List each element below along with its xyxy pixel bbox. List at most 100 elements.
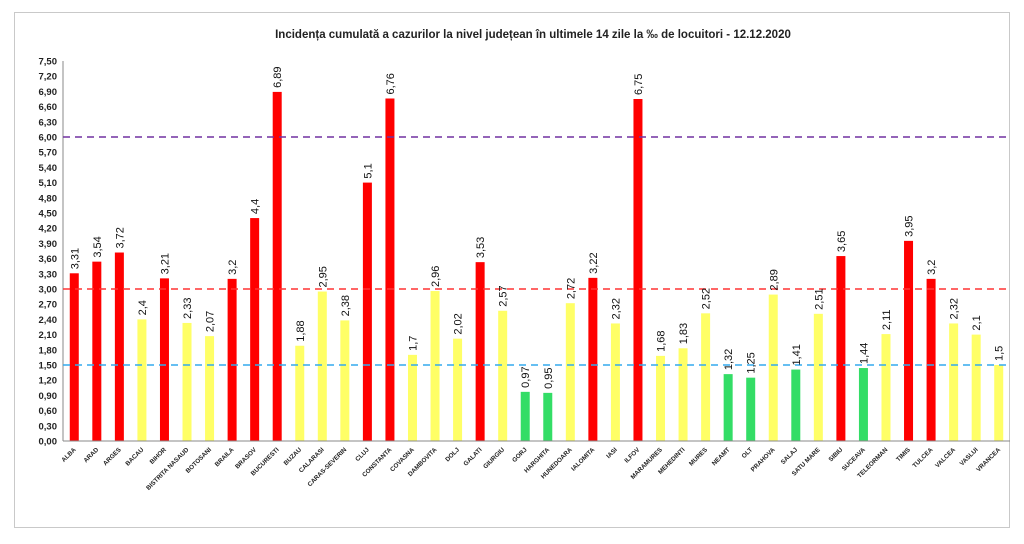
x-tick-label: PRAHOVA [750,446,777,473]
bar-cluj [362,182,372,441]
data-label: 2,51 [813,288,825,309]
bar-arges [114,252,124,441]
x-tick-label: VASLUI [959,446,980,467]
data-label: 2,11 [881,309,893,330]
data-label: 2,57 [498,285,510,306]
y-tick-label: 4,20 [39,224,58,235]
bar-braila [227,278,237,441]
bar-neamt [723,374,733,441]
bar-ilfov [633,99,643,441]
data-label: 3,72 [114,227,126,248]
bar-bucuresti [272,91,282,441]
bar-giurgiu [498,310,508,441]
x-tick-label: BRAILA [214,446,236,468]
bar-iasi [610,323,620,441]
data-label: 2,38 [340,295,352,316]
x-tick-label: VRANCEA [975,446,1002,473]
bar-valcea [949,323,959,441]
x-tick-label: DOLJ [444,446,461,463]
y-tick-label: 5,10 [39,178,58,189]
bar-mehedinti [678,348,688,441]
bar-calarasi [317,291,327,441]
bar-sibiu [836,256,846,441]
x-tick-label: TULCEA [911,446,934,469]
bar-salaj [791,369,801,441]
data-label: 4,4 [250,199,262,214]
x-tick-label: GALATI [462,446,483,467]
bar-covasna [407,354,417,441]
y-tick-label: 3,60 [39,254,58,265]
y-tick-label: 4,80 [39,193,58,204]
bar-bacau [137,319,147,441]
y-tick-label: 2,70 [39,300,58,311]
y-tick-label: 6,00 [39,133,58,144]
bar-mures [701,313,711,441]
data-label: 1,32 [723,349,735,370]
y-axis: 0,00 0,30 0,60 0,90 1,20 1,50 1,80 2,10 2,40 2,70… [39,57,64,448]
x-tick-label: CLUJ [354,446,371,463]
bar-bistrita-nasaud [182,322,192,441]
y-tick-label: 3,90 [39,239,58,250]
bar-harghita [543,392,553,441]
data-label: 5,1 [362,163,374,178]
data-label: 1,83 [678,323,690,344]
bar-prahova [768,294,778,441]
data-label: 0,97 [520,366,532,387]
bar-gorj [520,391,530,441]
data-label: 2,72 [565,278,577,299]
data-label: 2,07 [205,311,217,332]
y-tick-label: 0,00 [39,437,58,448]
bar-ialomita [588,277,598,441]
x-tick-label: ALBA [60,446,78,464]
x-tick-label: VALCEA [934,446,957,469]
data-label: 3,2 [926,260,938,275]
data-label: 6,75 [633,74,645,95]
bar-vrancea [994,365,1004,441]
data-label: 3,65 [836,231,848,252]
data-labels: 3,31 3,54 3,72 2,4 3,21 2,33 2,07 3,2 4,4 6,89 1,8… [69,66,1005,388]
bar-botosani [205,336,215,441]
x-tick-label: OLT [741,446,755,460]
y-tick-label: 3,30 [39,269,58,280]
data-label: 1,41 [791,344,803,365]
data-label: 3,22 [588,252,600,273]
bar-vaslui [971,334,981,441]
bar-arad [92,261,102,441]
data-label: 1,44 [858,343,870,364]
data-label: 3,31 [69,248,81,269]
y-tick-label: 1,80 [39,345,58,356]
y-tick-label: 6,90 [39,87,58,98]
data-label: 3,95 [904,215,916,236]
data-label: 2,32 [949,298,961,319]
x-tick-label: TIMIS [895,446,912,463]
data-label: 2,33 [182,298,194,319]
x-tick-label: BISTRITA NASAUD [145,446,191,492]
y-tick-label: 2,40 [39,315,58,326]
bar-constanta [385,98,395,441]
y-tick-label: 5,70 [39,148,58,159]
bar-brasov [250,218,260,441]
y-tick-label: 0,90 [39,391,58,402]
y-tick-label: 5,40 [39,163,58,174]
y-tick-label: 7,50 [39,57,58,68]
bar-galati [475,262,485,441]
bars [69,91,1004,441]
data-label: 6,76 [385,73,397,94]
bar-buzau [295,345,305,441]
data-label: 3,21 [159,253,171,274]
y-tick-label: 1,50 [39,361,58,372]
x-tick-label: BUZAU [283,446,304,467]
data-label: 2,4 [137,300,149,315]
bar-hunedoara [565,303,575,441]
bar-dolj [453,338,463,441]
data-label: 2,02 [453,313,465,334]
bar-caras-severin [340,320,350,441]
data-label: 1,88 [295,320,307,341]
bar-bihor [159,278,169,441]
bar-maramures [656,355,666,441]
x-tick-label: ARGES [102,446,123,467]
reference-lines [63,136,1010,366]
data-label: 1,5 [994,346,1006,361]
bar-dambovita [430,291,440,441]
